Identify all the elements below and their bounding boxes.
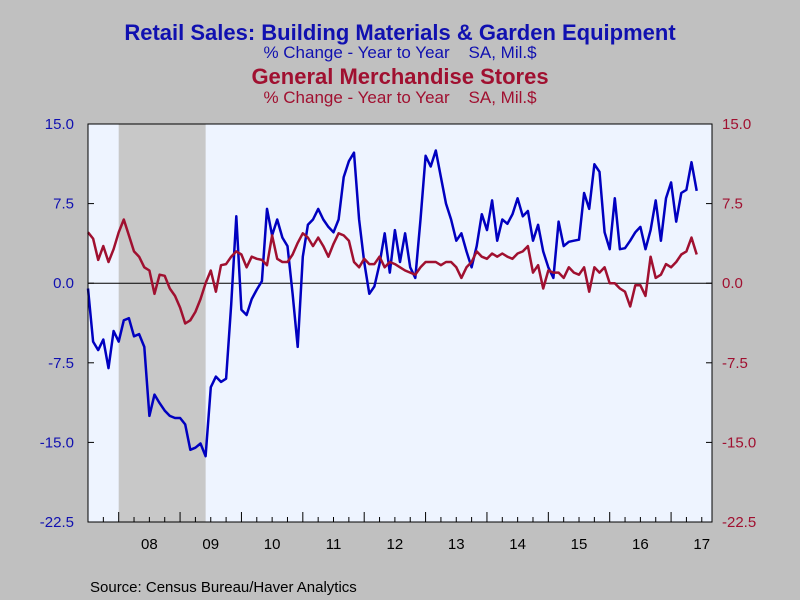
- series2-subtitle: % Change - Year to Year SA, Mil.$: [263, 88, 537, 107]
- x-tick-label: 15: [571, 536, 588, 553]
- y-tick-label-left: -15.0: [40, 434, 74, 451]
- x-tick-label: 09: [202, 536, 219, 553]
- y-tick-label-right: -15.0: [722, 434, 756, 451]
- x-tick-label: 16: [632, 536, 649, 553]
- x-tick-label: 10: [264, 536, 281, 553]
- series1-subtitle: % Change - Year to Year SA, Mil.$: [263, 43, 537, 62]
- y-tick-label-left: 15.0: [45, 116, 74, 133]
- series-line-1: [86, 149, 698, 458]
- plot-area: 15.0 15.0 7.5 7.5 0.0 0.0 -7.5 -7.5 -15.0 -15.0 -2…: [40, 116, 756, 553]
- y-tick-label-right: -22.5: [722, 514, 756, 531]
- x-tick-label: 08: [141, 536, 158, 553]
- y-tick-label-left: 0.0: [53, 275, 74, 292]
- series-line-2: [87, 218, 698, 325]
- y-tick-label-right: 15.0: [722, 116, 751, 133]
- y-tick-label-left: 7.5: [53, 196, 74, 213]
- y-tick-label-right: -7.5: [722, 355, 748, 372]
- x-tick-label: 17: [693, 536, 710, 553]
- series2-title: General Merchandise Stores: [251, 64, 548, 89]
- x-tick-label: 11: [326, 536, 342, 553]
- plot-frame: [87, 123, 713, 523]
- x-tick-label: 12: [387, 536, 404, 553]
- recession-shading: [118, 124, 206, 522]
- source-note: Source: Census Bureau/Haver Analytics: [90, 579, 357, 596]
- x-tick-label: 14: [509, 536, 526, 553]
- y-tick-label-left: -22.5: [40, 514, 74, 531]
- series1-title: Retail Sales: Building Materials & Garde…: [124, 20, 676, 45]
- y-tick-label-left: -7.5: [48, 355, 74, 372]
- x-tick-label: 13: [448, 536, 465, 553]
- y-tick-label-right: 7.5: [722, 196, 743, 213]
- y-tick-label-right: 0.0: [722, 275, 743, 292]
